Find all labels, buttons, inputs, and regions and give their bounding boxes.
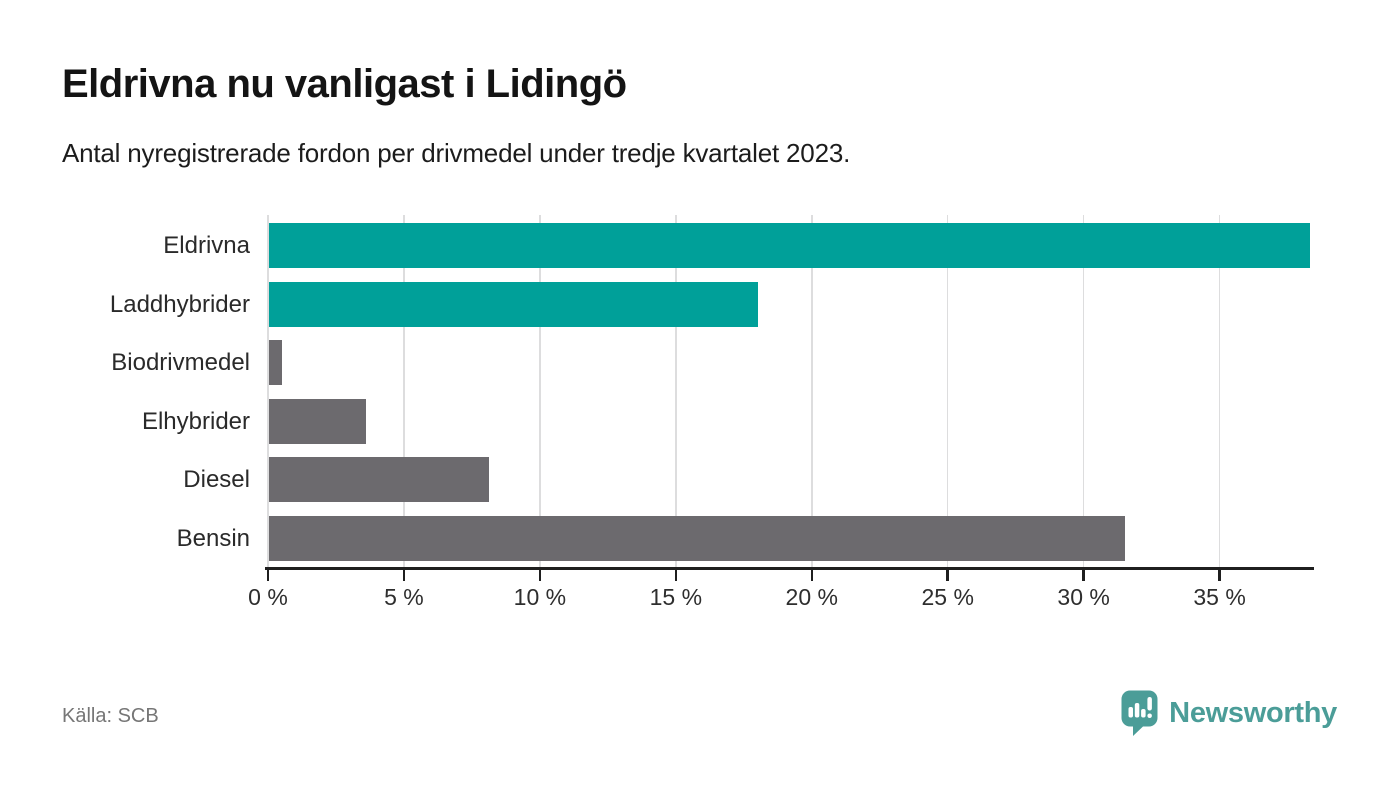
bar-diesel bbox=[268, 457, 489, 502]
x-axis-tick-label: 5 % bbox=[384, 584, 424, 610]
chart-subtitle: Antal nyregistrerade fordon per drivmede… bbox=[62, 138, 851, 168]
gridline bbox=[675, 215, 677, 568]
x-axis-tick bbox=[1218, 567, 1221, 581]
x-axis-tick-label: 15 % bbox=[649, 584, 703, 610]
x-axis-tick-label: 10 % bbox=[513, 584, 567, 610]
newsworthy-logo-text: Newsworthy bbox=[1169, 696, 1337, 729]
x-axis-tick-label: 30 % bbox=[1057, 584, 1110, 610]
x-axis-tick bbox=[402, 567, 406, 581]
x-axis-tick bbox=[538, 567, 542, 581]
bar-elhybrider bbox=[268, 398, 367, 444]
newsworthy-chart-bubble-icon bbox=[1121, 690, 1158, 736]
category-label: Eldrivna bbox=[163, 232, 250, 259]
x-axis-tick-label: 0 % bbox=[248, 584, 288, 610]
category-label: Biodrivmedel bbox=[111, 349, 250, 376]
bar-laddhybrider bbox=[268, 281, 758, 327]
plot-area bbox=[267, 215, 1312, 568]
category-label: Diesel bbox=[183, 466, 250, 493]
newsworthy-logo: Newsworthy bbox=[1121, 690, 1337, 736]
gridline bbox=[539, 215, 541, 568]
gridline bbox=[946, 215, 949, 568]
category-label: Elhybrider bbox=[141, 407, 250, 435]
category-label: Laddhybrider bbox=[109, 290, 250, 318]
x-axis-tick bbox=[1082, 567, 1085, 581]
x-axis-tick bbox=[810, 567, 813, 581]
x-axis-tick bbox=[266, 567, 270, 581]
x-axis-tick-label: 35 % bbox=[1193, 584, 1246, 610]
gridline bbox=[267, 215, 269, 568]
gridline bbox=[1218, 215, 1221, 568]
bar-bensin bbox=[268, 515, 1125, 561]
x-axis-tick bbox=[674, 567, 678, 581]
x-axis-tick-label: 20 % bbox=[785, 584, 838, 610]
bar-biodrivmedel bbox=[268, 340, 283, 385]
chart-title: Eldrivna nu vanligast i Lidingö bbox=[62, 62, 627, 106]
bar-eldrivna bbox=[268, 223, 1310, 268]
category-label: Bensin bbox=[176, 524, 250, 552]
source-text: Källa: SCB bbox=[62, 705, 159, 727]
gridline bbox=[1082, 215, 1085, 568]
x-axis-line bbox=[265, 567, 1314, 570]
gridline bbox=[811, 215, 813, 568]
x-axis-tick-label: 25 % bbox=[921, 584, 974, 610]
x-axis-tick bbox=[946, 567, 949, 581]
gridline bbox=[403, 215, 405, 568]
